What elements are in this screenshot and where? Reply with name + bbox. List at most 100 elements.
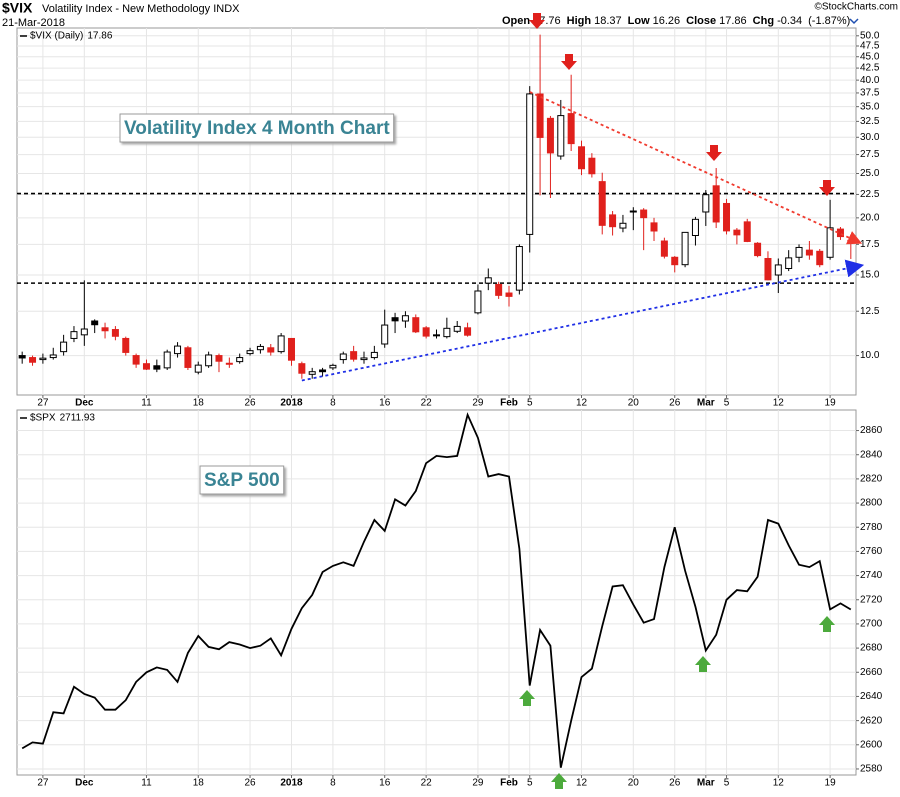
candle xyxy=(122,336,130,356)
candle-body xyxy=(484,277,492,284)
candle-body xyxy=(764,257,772,281)
candle xyxy=(339,351,347,364)
x-tick-label: Mar xyxy=(697,398,715,409)
x-tick-label: 26 xyxy=(244,778,256,789)
x-tick-label: 20 xyxy=(628,398,640,409)
quote-label: Open xyxy=(502,15,530,27)
x-tick-label: Dec xyxy=(75,778,94,789)
x-tick-label: 11 xyxy=(141,398,152,409)
candle-body xyxy=(18,355,26,359)
candle-body xyxy=(422,327,430,337)
signal-arrow-up xyxy=(819,616,835,632)
x-tick-label: 5 xyxy=(724,398,730,409)
quote-value: (-1.87%) xyxy=(808,15,850,27)
y-tick-label: 2860 xyxy=(860,425,883,436)
candle xyxy=(588,153,596,178)
candle xyxy=(256,343,264,354)
candle-body xyxy=(464,327,472,336)
candle-body xyxy=(557,115,565,157)
candle xyxy=(536,34,544,196)
legend-label: $SPX xyxy=(30,413,56,424)
x-tick-label: 27 xyxy=(37,778,49,789)
date: 21-Mar-2018 xyxy=(2,17,65,29)
y-tick-label: 10.0 xyxy=(860,350,880,361)
candle xyxy=(464,322,472,337)
candle xyxy=(287,337,295,366)
candle-body xyxy=(381,324,389,345)
y-tick-label: 2820 xyxy=(860,474,883,485)
candle-body xyxy=(205,354,213,367)
candle xyxy=(329,363,337,370)
price-line xyxy=(21,412,852,768)
x-tick-label: 8 xyxy=(330,778,336,789)
x-tick-label: Feb xyxy=(500,778,518,789)
candle-body xyxy=(816,250,824,266)
candle-body xyxy=(60,341,68,353)
y-tick-label: 12.5 xyxy=(860,306,880,317)
x-tick-label: 2018 xyxy=(280,778,303,789)
candle xyxy=(567,74,575,151)
candle xyxy=(370,345,378,360)
y-tick-label: 2600 xyxy=(860,739,883,750)
candle-body xyxy=(433,334,440,337)
candle-body xyxy=(546,117,554,154)
candle xyxy=(640,208,648,251)
x-tick-label: Mar xyxy=(697,778,715,789)
candle xyxy=(733,228,741,245)
x-tick-label: 5 xyxy=(724,778,730,789)
candle xyxy=(391,312,399,334)
plot-area xyxy=(16,409,857,776)
candle xyxy=(91,319,99,334)
candle-body xyxy=(598,181,606,226)
y-tick-label: 2640 xyxy=(860,691,883,702)
candle xyxy=(702,190,710,226)
candle xyxy=(174,342,182,358)
signal-arrow-up xyxy=(519,690,535,706)
quote-line: Open 17.76 High 18.37 Low 16.26 Close 17.86 Chg -… xyxy=(502,15,850,27)
candle xyxy=(205,351,213,368)
y-tick-label: 47.5 xyxy=(860,41,880,52)
y-tick-label: 15.0 xyxy=(860,270,880,281)
candle xyxy=(412,314,420,334)
candle xyxy=(350,345,358,362)
y-tick-label: 2620 xyxy=(860,715,883,726)
candle-body xyxy=(236,357,244,363)
candle xyxy=(39,353,47,364)
candle xyxy=(671,256,679,273)
annotation: S&P 500 xyxy=(204,470,280,491)
candle xyxy=(505,285,513,307)
candle-body xyxy=(526,93,534,235)
x-tick-label: 16 xyxy=(379,778,391,789)
candle-body xyxy=(733,229,741,236)
candle xyxy=(381,309,389,348)
candle-body xyxy=(536,93,544,138)
candle-body xyxy=(370,351,378,359)
candle xyxy=(474,284,482,315)
candle-body xyxy=(298,363,306,374)
x-tick-label: 19 xyxy=(825,778,837,789)
candle-body xyxy=(681,231,689,266)
x-tick-label: 27 xyxy=(37,398,49,409)
x-tick-label: 12 xyxy=(773,398,785,409)
y-tick-label: 2800 xyxy=(860,498,883,509)
y-tick-label: 2700 xyxy=(860,619,883,630)
symbol-name: Volatility Index - New Methodology INDX xyxy=(42,3,240,15)
candle xyxy=(298,361,306,379)
candle xyxy=(650,217,658,242)
candle-body xyxy=(39,357,47,361)
candle xyxy=(774,258,782,294)
signal-arrow-down xyxy=(529,13,545,29)
y-tick-label: 2840 xyxy=(860,449,883,460)
candle xyxy=(484,268,492,291)
candle xyxy=(785,250,793,272)
candle-body xyxy=(619,222,627,229)
candle-body xyxy=(267,347,275,353)
candle xyxy=(267,343,275,356)
candle-body xyxy=(754,242,762,257)
annotation-box xyxy=(199,465,285,495)
candle-body xyxy=(142,363,150,370)
signal-arrow-down xyxy=(819,180,835,196)
candle-body xyxy=(360,357,368,361)
candle xyxy=(70,326,78,343)
x-tick-label: 19 xyxy=(825,398,837,409)
